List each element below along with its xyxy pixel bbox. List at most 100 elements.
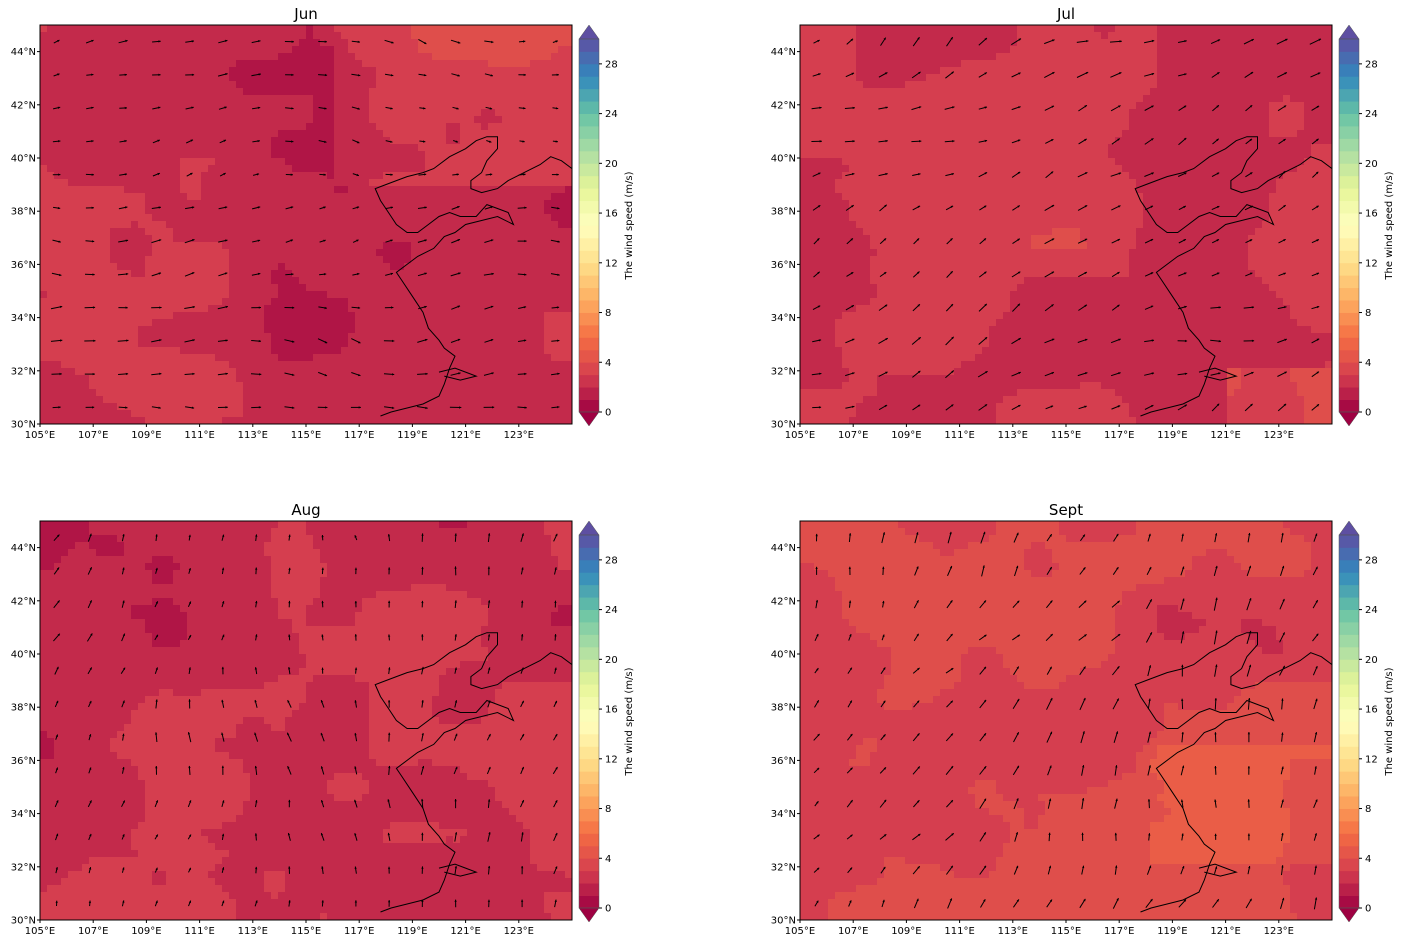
colorbar-band — [579, 783, 599, 797]
wind-arrow-head — [917, 800, 920, 803]
wind-arrow-head — [951, 173, 954, 176]
colorbar-band — [1339, 250, 1359, 264]
wind-arrow-head — [1017, 634, 1020, 637]
colorbar-band — [1339, 746, 1359, 760]
wind-arrow-head — [324, 73, 328, 77]
wind-arrow-head — [1115, 765, 1118, 768]
wind-arrow-head — [421, 766, 425, 769]
wind-arrow-head — [155, 699, 158, 702]
wind-arrow-head — [557, 207, 560, 210]
wind-arrow-head — [354, 667, 358, 670]
wind-arrow-head — [424, 272, 427, 275]
wind-arrow-head — [1084, 272, 1087, 275]
colorbar-label: The wind speed (m/s) — [1384, 171, 1395, 280]
y-tick-label: 36°N — [11, 756, 36, 767]
wind-arrow-head — [1218, 306, 1221, 309]
wind-arrow-head — [125, 306, 128, 309]
wind-arrow-head — [57, 534, 60, 537]
wind-arrow-head — [1315, 171, 1319, 175]
wind-arrow-head — [487, 899, 491, 902]
colorbar-extend-min — [1338, 411, 1360, 427]
coastline — [374, 632, 572, 913]
wind-arrow-head — [188, 765, 191, 769]
wind-arrow-head — [985, 371, 988, 374]
wind-arrow-head — [818, 339, 822, 342]
colorbar-tick-label: 8 — [605, 804, 611, 815]
wind-arrow-head — [1085, 338, 1088, 342]
colorbar-band — [1339, 200, 1359, 214]
colorbar-band — [1339, 671, 1359, 685]
colorbar-band — [579, 709, 599, 722]
colorbar-band — [1339, 733, 1359, 747]
wind-arrow-head — [1051, 304, 1054, 307]
x-tick-label: 107°E — [838, 926, 868, 937]
colorbar-tick-label: 4 — [1365, 854, 1371, 865]
wind-arrow-head — [883, 866, 886, 870]
colorbar-extend-max — [1338, 520, 1360, 536]
wind-arrow-head — [1214, 766, 1217, 769]
wind-arrow-head — [816, 801, 819, 804]
wind-arrow-head — [984, 271, 987, 274]
wind-arrow-head — [951, 370, 954, 373]
y-tick-label: 42°N — [771, 100, 796, 111]
wind-arrow-head — [1249, 172, 1253, 175]
wind-arrow-head — [354, 535, 357, 538]
wind-arrow-head — [882, 634, 885, 637]
wind-arrow-head — [454, 899, 457, 902]
wind-arrow-head — [191, 272, 195, 275]
colorbar-band — [1339, 684, 1359, 698]
wind-arrow-head — [1250, 272, 1253, 275]
wind-arrow-head — [288, 567, 291, 571]
wind-arrow-head — [188, 867, 191, 871]
wind-arrow-head — [188, 568, 191, 571]
wind-arrow-head — [292, 306, 295, 309]
wind-arrow-head — [126, 339, 129, 342]
wind-arrow-head — [950, 238, 953, 241]
wind-arrow-head — [187, 732, 191, 735]
wind-arrow-head — [354, 766, 357, 769]
wind-arrow-head — [492, 406, 495, 409]
wind-arrow-head — [55, 833, 59, 837]
wind-arrow-head — [324, 40, 327, 43]
wind-arrow-head — [255, 634, 258, 637]
wind-arrow-head — [488, 700, 491, 703]
wind-arrow-head — [850, 733, 853, 737]
wind-arrow-head — [56, 800, 59, 803]
colorbar-band — [579, 858, 599, 872]
wind-arrow-head — [917, 271, 920, 274]
colorbar-band — [579, 150, 599, 164]
wind-arrow-head — [851, 205, 854, 208]
x-tick-label: 119°E — [397, 926, 427, 937]
wind-arrow-head — [1184, 172, 1187, 175]
wind-arrow-head — [356, 239, 359, 242]
colorbar-label: The wind speed (m/s) — [624, 171, 635, 280]
wind-arrow-head — [852, 372, 855, 375]
wind-arrow-head — [354, 567, 358, 570]
wind-arrow-head — [1116, 898, 1119, 901]
wind-arrow-head — [1216, 272, 1220, 275]
colorbar-band — [1339, 535, 1359, 548]
wind-arrow-head — [1314, 897, 1318, 900]
wind-arrow-head — [1118, 172, 1122, 175]
wind-arrow-head — [457, 305, 460, 308]
wind-arrow-head — [320, 766, 324, 769]
wind-arrow-head — [56, 567, 60, 570]
colorbar-band — [1339, 113, 1359, 127]
wind-arrow-head — [324, 107, 327, 110]
wind-arrow-head — [124, 106, 127, 110]
wind-arrow-head — [1118, 105, 1121, 108]
wind-arrow-head — [421, 899, 424, 902]
colorbar-tick-label: 28 — [1365, 59, 1378, 70]
wind-arrow-head — [952, 106, 955, 109]
wind-arrow-head — [192, 239, 195, 242]
wind-arrow-head — [122, 733, 125, 736]
wind-arrow-head — [524, 406, 527, 409]
wind-arrow-head — [1315, 533, 1318, 536]
wind-arrow-head — [1149, 599, 1152, 602]
wind-arrow-head — [358, 74, 361, 77]
wind-arrow-head — [950, 37, 953, 40]
colorbar-band — [579, 188, 599, 202]
wind-arrow-head — [92, 372, 95, 376]
wind-arrow-head — [524, 239, 527, 243]
colorbar-tick-label: 12 — [605, 754, 618, 765]
